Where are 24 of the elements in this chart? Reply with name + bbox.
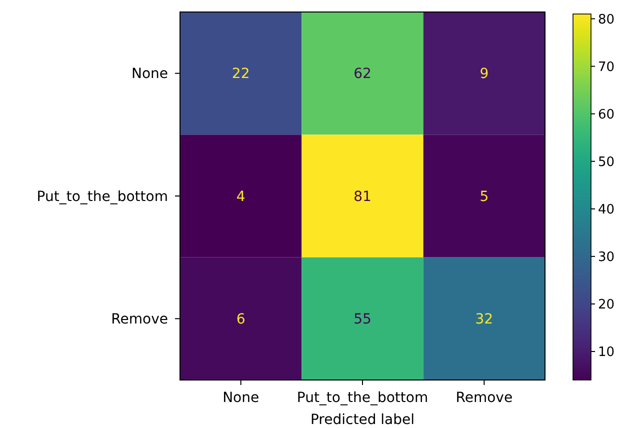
color-bar-label: 20 xyxy=(598,298,615,312)
x-tick-label: Remove xyxy=(456,390,513,406)
x-tick-label: None xyxy=(222,390,260,406)
data-label: 62 xyxy=(354,66,372,82)
data-label: 9 xyxy=(480,66,489,82)
data-label: 5 xyxy=(480,188,489,205)
color-bar-label: 70 xyxy=(598,60,615,75)
color-bar-label: 40 xyxy=(598,202,615,218)
data-label: 81 xyxy=(354,188,372,205)
y-tick-label: Remove xyxy=(111,312,168,328)
data-label: 55 xyxy=(354,312,372,328)
data-label: 6 xyxy=(236,312,246,328)
data-label: 32 xyxy=(475,312,494,328)
color-bar-label: 60 xyxy=(598,107,615,122)
data-label: 22 xyxy=(232,66,250,82)
color-bar-label: 50 xyxy=(598,154,615,170)
color-bar-label: 10 xyxy=(598,345,615,360)
x-tick-label: Put_to_the_bottom xyxy=(296,390,428,406)
x-axis-title: Predicted label xyxy=(310,412,415,428)
data-label: 4 xyxy=(236,188,246,205)
color-bar-label: 30 xyxy=(598,250,615,265)
y-tick-label: None xyxy=(131,66,168,82)
y-tick-label: Put_to_the_bottom xyxy=(36,188,168,205)
color-bar-label: 80 xyxy=(598,12,615,28)
